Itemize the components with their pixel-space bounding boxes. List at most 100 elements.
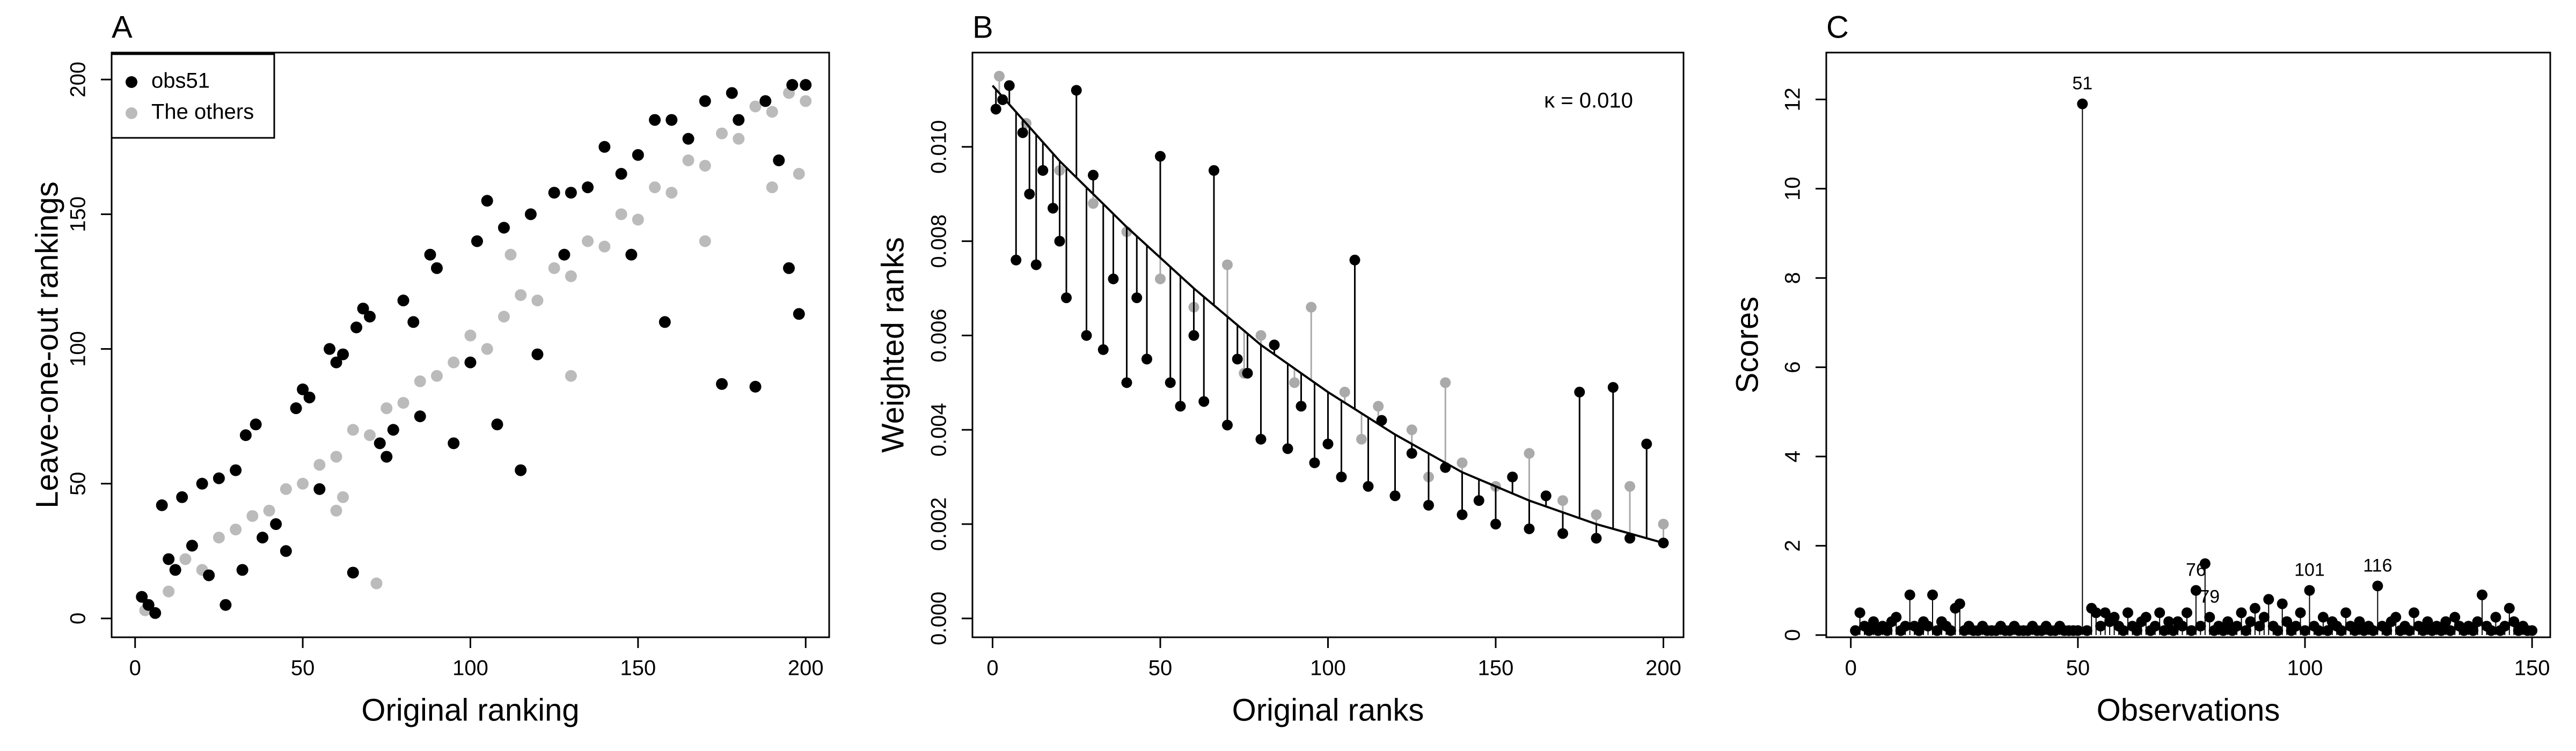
point (330, 356, 342, 369)
point (1048, 203, 1058, 214)
panel-label: A (112, 10, 133, 45)
y-tick-label: 0.010 (927, 120, 951, 174)
point (270, 518, 282, 531)
point (186, 540, 198, 552)
point (1540, 490, 1552, 502)
point (1269, 340, 1280, 350)
point (303, 391, 316, 403)
stem-point (2499, 621, 2511, 632)
point (464, 356, 477, 369)
point (414, 410, 426, 423)
point (1165, 377, 1176, 388)
point (649, 114, 661, 126)
stem-point (2435, 625, 2447, 636)
point (649, 181, 661, 194)
legend-label: The others (151, 100, 254, 124)
point (1232, 354, 1243, 365)
point (1306, 301, 1317, 313)
point (397, 396, 409, 409)
stem-point (2350, 625, 2361, 636)
point (230, 464, 242, 476)
stem-point (1954, 598, 1965, 609)
point (481, 195, 493, 207)
point (1624, 481, 1635, 492)
x-tick-label: 200 (788, 657, 824, 680)
point (1017, 127, 1028, 138)
point (163, 585, 175, 598)
point (1376, 415, 1387, 426)
point (297, 383, 309, 395)
stem-point (2258, 612, 2270, 623)
point (994, 70, 1005, 82)
point (1490, 519, 1501, 530)
x-tick-label: 100 (1310, 657, 1346, 680)
point (1591, 509, 1602, 520)
point (548, 262, 560, 274)
stem-point (2490, 612, 2501, 623)
stem-point (2472, 616, 2483, 627)
stem-point (2367, 625, 2379, 636)
stem-point (1854, 607, 1865, 619)
point (424, 248, 436, 261)
stem-point (2149, 621, 2161, 632)
point (370, 577, 383, 590)
point (1222, 259, 1233, 270)
point (598, 141, 611, 153)
point (213, 532, 225, 544)
x-tick-label: 150 (620, 657, 656, 680)
point (1473, 495, 1484, 506)
stem-point (2372, 580, 2383, 592)
stem-point (2381, 625, 2392, 636)
point (387, 424, 399, 436)
legend-box (111, 53, 275, 139)
stem-point (2254, 621, 2265, 632)
y-tick-label: 8 (1781, 272, 1805, 284)
point (766, 181, 778, 194)
point (1339, 386, 1350, 397)
x-tick-label: 150 (2514, 657, 2550, 680)
point (1607, 382, 1619, 393)
point (997, 94, 1008, 105)
point (699, 95, 711, 107)
stem-point (2218, 625, 2229, 636)
point (280, 545, 292, 557)
y-tick-label: 12 (1781, 87, 1805, 112)
stem-point (2440, 616, 2451, 627)
point (1061, 292, 1072, 304)
annotation: κ = 0.010 (1544, 89, 1633, 113)
point (682, 154, 694, 166)
point (1336, 472, 1347, 483)
x-tick-label: 200 (1645, 657, 1681, 680)
stem-point (1900, 621, 1911, 632)
point (263, 504, 275, 517)
point (1131, 292, 1143, 304)
point (337, 348, 349, 360)
stem-point (2299, 625, 2310, 636)
point (515, 464, 527, 476)
point (1373, 401, 1384, 412)
point (1209, 165, 1219, 176)
point (665, 114, 678, 126)
stem-point (2122, 607, 2133, 619)
point-label: 116 (2363, 555, 2392, 576)
point (1011, 254, 1022, 266)
point (448, 356, 460, 369)
point (565, 370, 577, 382)
point (759, 95, 772, 107)
point (1024, 188, 1035, 200)
point (448, 437, 460, 450)
point-label: 101 (2294, 560, 2325, 580)
point-label: 51 (2072, 73, 2092, 94)
point (347, 424, 359, 436)
point (565, 270, 577, 282)
point (1658, 519, 1669, 530)
stem-point (2195, 621, 2206, 632)
stem-point (2186, 625, 2197, 636)
point (136, 591, 148, 603)
point (1557, 528, 1568, 539)
stem-point (1927, 589, 1938, 600)
point (1296, 401, 1307, 412)
stem-point (2317, 612, 2329, 623)
point (313, 459, 326, 471)
point (169, 564, 181, 576)
